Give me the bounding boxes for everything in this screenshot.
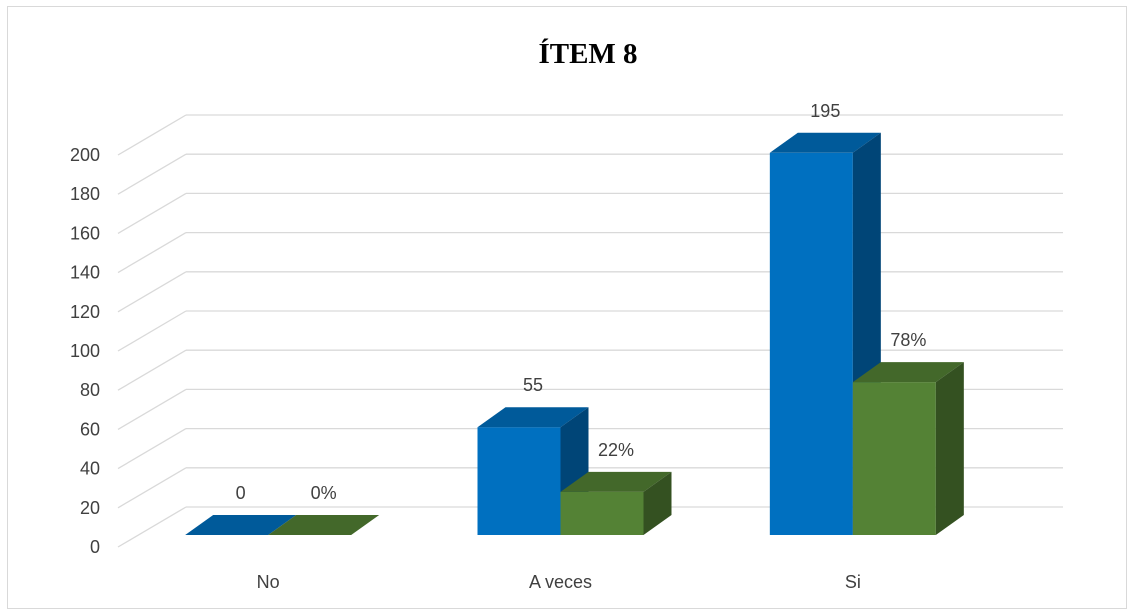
y-tick-label: 180 [70, 184, 100, 204]
y-axis-ticks: 0 20 40 60 80 100 120 140 160 180 200 [70, 145, 100, 557]
x-tick-label: Si [845, 572, 861, 592]
bar [769, 132, 881, 536]
bar [185, 515, 297, 535]
gridline [117, 231, 1063, 274]
data-label: 78% [890, 330, 926, 350]
y-tick-label: 120 [70, 302, 100, 322]
bar [268, 515, 380, 535]
data-label: 55 [523, 375, 543, 395]
x-tick-label: No [257, 572, 280, 592]
data-label: 0% [311, 483, 337, 503]
x-axis-ticks: No A veces Si [257, 572, 861, 592]
data-label: 22% [598, 440, 634, 460]
y-tick-label: 200 [70, 145, 100, 165]
data-label: 0 [236, 483, 246, 503]
gridline [117, 349, 1063, 391]
bar [477, 407, 589, 535]
gridline [117, 310, 1063, 352]
data-labels: 0 0% 55 22% 195 78% [236, 101, 927, 503]
gridline [117, 114, 1063, 156]
bar [852, 362, 964, 535]
gridline [117, 271, 1063, 313]
x-tick-label: A veces [529, 572, 592, 592]
gridline [117, 153, 1063, 195]
chart-title: ÍTEM 8 [538, 37, 637, 70]
y-tick-label: 60 [80, 419, 100, 439]
bar [560, 471, 672, 535]
gridline [117, 192, 1063, 234]
y-tick-label: 40 [80, 459, 100, 479]
y-tick-label: 20 [80, 498, 100, 518]
y-tick-label: 100 [70, 341, 100, 361]
y-tick-label: 140 [70, 263, 100, 283]
bars [185, 132, 964, 536]
y-tick-label: 80 [80, 380, 100, 400]
y-tick-label: 0 [90, 537, 100, 557]
y-tick-label: 160 [70, 223, 100, 243]
data-label: 195 [810, 101, 840, 121]
